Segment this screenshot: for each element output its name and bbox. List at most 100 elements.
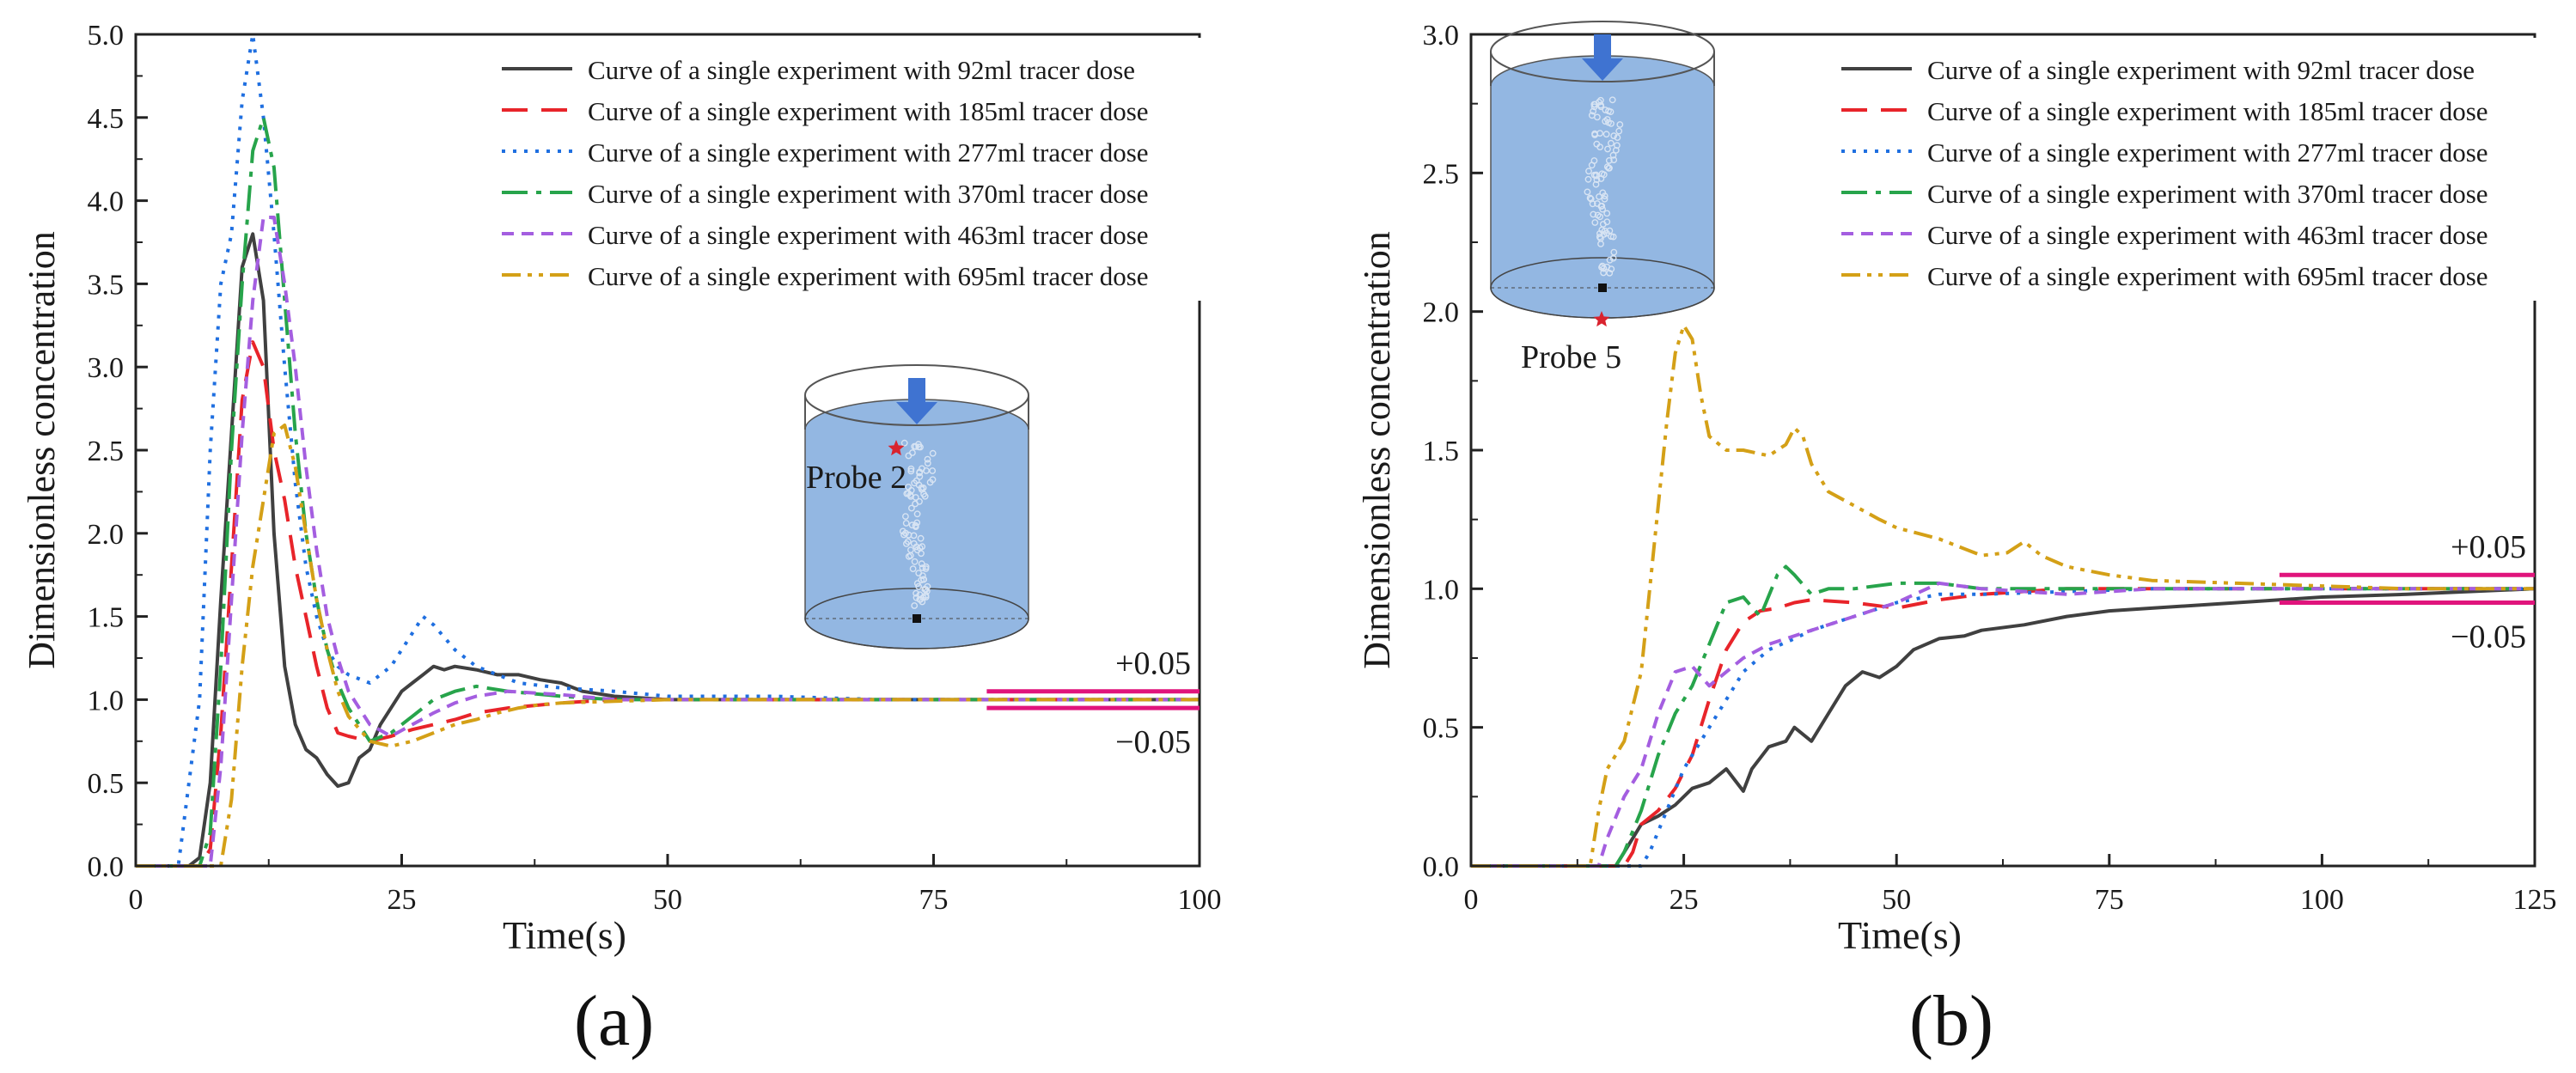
bubble-a	[924, 460, 931, 467]
legend-label-a-92ml: Curve of a single experiment with 92ml t…	[588, 55, 1135, 85]
x-tick-label-a: 0	[129, 884, 143, 916]
series-line-b-463ml	[1471, 581, 2535, 868]
bubble-a	[913, 546, 921, 554]
legend-label-b-277ml: Curve of a single experiment with 277ml …	[1927, 137, 2488, 168]
bubble-b	[1608, 119, 1615, 127]
bubble-b	[1584, 175, 1592, 183]
bubble-b	[1590, 107, 1596, 115]
bubble-b	[1591, 130, 1598, 137]
bubble-b	[1586, 194, 1594, 202]
y-tick-label-a: 1.0	[88, 685, 125, 716]
y-tick-label-b: 0.5	[1423, 713, 1460, 745]
outlet-marker-b	[1598, 283, 1607, 292]
outlet-marker-a	[913, 614, 921, 623]
legend-label-a-277ml: Curve of a single experiment with 277ml …	[588, 137, 1149, 168]
bubble-a	[913, 589, 920, 597]
bubble-a	[920, 576, 928, 583]
y-tick-label-a: 5.0	[88, 20, 125, 52]
bubble-b	[1593, 140, 1601, 148]
bubble-a	[929, 449, 937, 457]
bubble-a	[916, 497, 923, 505]
x-tick-label-a: 75	[919, 884, 949, 916]
bubble-a	[924, 455, 931, 463]
bubble-a	[924, 582, 931, 590]
bubble-a	[919, 598, 926, 606]
y-tick-label-b: 3.0	[1423, 20, 1460, 52]
legend-box-a	[486, 38, 1201, 301]
bubble-a	[919, 572, 926, 579]
bubble-a	[922, 565, 930, 572]
chart-a: 0.0 0.5 1.0 1.5 2.0 2.5 3.0 3.5 4.0 4.5 5.0 0 25 50 75…	[21, 20, 1222, 957]
y-tick-label-a: 0.5	[88, 768, 125, 800]
x-tick-label-b: 100	[2300, 884, 2344, 916]
bubble-b	[1606, 227, 1614, 235]
bubble-b	[1615, 127, 1623, 135]
bubble-b	[1602, 118, 1609, 125]
legend-label-b-92ml: Curve of a single experiment with 92ml t…	[1927, 55, 2475, 85]
legend-label-a-463ml: Curve of a single experiment with 463ml …	[588, 220, 1149, 250]
y-tick-label-a: 4.0	[88, 186, 125, 218]
y-axis-label-a: Dimensionless concentration	[21, 231, 63, 669]
bubble-b	[1585, 168, 1592, 175]
series-line-a-463ml	[136, 216, 1199, 868]
bubble-b	[1607, 139, 1615, 147]
bubble-a	[911, 602, 919, 609]
tolerance-upper-label-b: +0.05	[2451, 529, 2526, 565]
bubble-b	[1584, 188, 1591, 196]
y-axis-label-b: Dimensionless concentration	[1356, 231, 1398, 669]
bubble-a	[900, 439, 908, 447]
legend-box-b	[1826, 38, 2541, 301]
bubble-b	[1597, 101, 1604, 109]
bubble-b	[1587, 195, 1595, 203]
probe-label-b: Probe 5	[1521, 339, 1621, 375]
bubble-plume-a	[899, 439, 937, 609]
bubble-a	[911, 558, 919, 565]
tank-illustration-a: Probe 2	[804, 364, 1029, 649]
bubble-a	[921, 492, 929, 500]
bubble-a	[923, 588, 931, 595]
legend-label-b-185ml: Curve of a single experiment with 185ml …	[1927, 96, 2488, 126]
tolerance-upper-label-a: +0.05	[1115, 646, 1191, 682]
bubble-b	[1599, 221, 1607, 228]
bubble-a	[916, 468, 924, 476]
x-axis-label-a: Time(s)	[503, 913, 626, 957]
bubble-b	[1616, 121, 1624, 128]
bubble-b	[1609, 233, 1617, 241]
bubble-a	[918, 576, 925, 584]
x-tick-label-b: 75	[2095, 884, 2124, 916]
bubble-b	[1610, 132, 1618, 140]
bubble-a	[917, 534, 925, 542]
series-line-b-92ml	[1471, 587, 2536, 868]
bubble-b	[1590, 157, 1598, 164]
bubble-a	[912, 494, 919, 501]
series-line-b-185ml	[1471, 587, 2535, 868]
bubble-a	[903, 540, 910, 547]
bubble-b	[1599, 189, 1607, 197]
series-line-b-370ml	[1471, 564, 2535, 868]
y-tick-label-a: 0.0	[88, 851, 125, 883]
probe-star-icon-a	[888, 440, 905, 456]
bubble-b	[1603, 263, 1611, 271]
bubble-b	[1598, 170, 1606, 178]
bubble-a	[915, 582, 923, 590]
legend-label-a-695ml: Curve of a single experiment with 695ml …	[588, 261, 1149, 291]
tolerance-lower-label-a: −0.05	[1115, 724, 1191, 760]
bubble-a	[902, 513, 909, 520]
series-line-a-92ml	[136, 232, 1199, 868]
bubble-a	[913, 594, 920, 601]
series-line-a-277ml	[136, 33, 1199, 868]
y-tick-label-a: 3.0	[88, 352, 125, 384]
y-tick-label-a: 3.5	[88, 269, 125, 301]
bubble-b	[1607, 108, 1615, 116]
y-tick-label-a: 1.5	[88, 602, 125, 634]
bubble-a	[918, 560, 925, 568]
y-tick-label-a: 2.5	[88, 436, 125, 467]
bubble-a	[899, 527, 906, 535]
bubble-b	[1592, 180, 1600, 188]
bubble-b	[1590, 103, 1598, 111]
y-tick-label-b: 2.0	[1423, 297, 1460, 329]
bubble-b	[1606, 164, 1613, 172]
bubble-a	[905, 484, 913, 491]
legend-label-a-185ml: Curve of a single experiment with 185ml …	[588, 96, 1149, 126]
